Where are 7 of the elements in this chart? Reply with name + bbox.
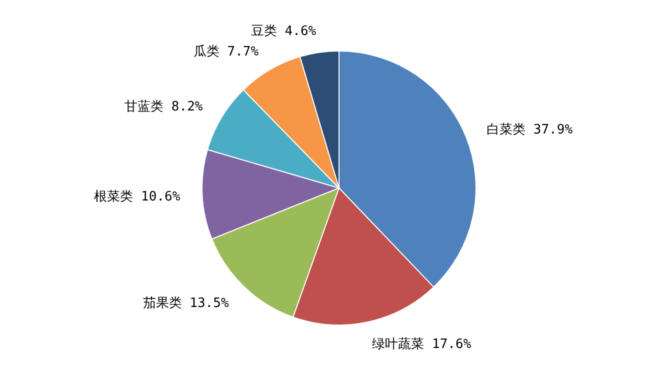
slice-label: 根菜类 10.6% xyxy=(94,189,180,204)
slice-label: 瓜类 7.7% xyxy=(193,44,259,60)
slice-label: 甘蓝类 8.2% xyxy=(124,100,203,115)
slice-label: 茄果类 13.5% xyxy=(142,296,229,312)
slice-label: 绿叶蔬菜 17.6% xyxy=(372,337,472,352)
slice-label: 白菜类 37.9% xyxy=(486,122,573,138)
slice-label: 豆类 4.6% xyxy=(250,24,316,40)
